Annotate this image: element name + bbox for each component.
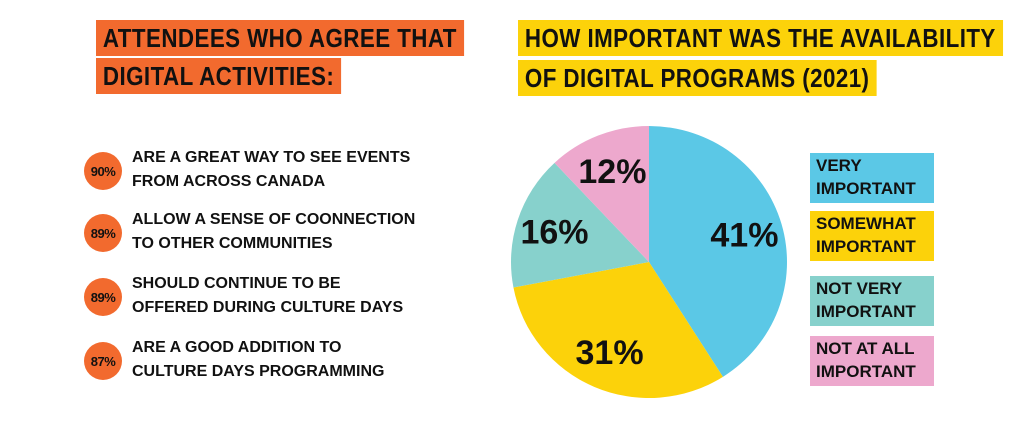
stat-text: ARE A GREAT WAY TO SEE EVENTS FROM ACROS… xyxy=(132,149,411,190)
pie-data-label: 31% xyxy=(576,334,644,372)
stat-text: ALLOW A SENSE OF COONNECTION TO OTHER CO… xyxy=(132,211,416,252)
legend-not-at-all-important: NOT AT ALL IMPORTANT xyxy=(810,336,934,386)
pie-slice-not-very-important xyxy=(511,162,649,288)
stat-percent-badge: 90% xyxy=(84,152,122,190)
pie-chart: 41% 31% 16% 12% xyxy=(511,126,787,398)
stat-text: ARE A GOOD ADDITION TO CULTURE DAYS PROG… xyxy=(132,339,385,380)
legend-somewhat-important: SOMEWHAT IMPORTANT xyxy=(810,211,934,261)
stat-item: 89% ALLOW A SENSE OF COONNECTION TO OTHE… xyxy=(84,208,484,258)
pie-data-label: 41% xyxy=(710,217,778,255)
legend-not-very-important: NOT VERY IMPORTANT xyxy=(810,276,934,326)
stat-percent-badge: 89% xyxy=(84,214,122,252)
pie-slice-somewhat-important xyxy=(513,262,723,398)
stat-item: 87% ARE A GOOD ADDITION TO CULTURE DAYS … xyxy=(84,336,484,386)
stat-item: 90% ARE A GREAT WAY TO SEE EVENTS FROM A… xyxy=(84,146,484,196)
stat-percent-badge: 89% xyxy=(84,278,122,316)
chart-title-line1: HOW IMPORTANT WAS THE AVAILABILITY xyxy=(518,20,1003,56)
stat-percent-badge: 87% xyxy=(84,342,122,380)
left-title-line1: ATTENDEES WHO AGREE THAT xyxy=(96,20,464,56)
pie-slice-not-at-all-important xyxy=(554,126,649,262)
legend-very-important: VERY IMPORTANT xyxy=(810,153,934,203)
pie-slice-very-important xyxy=(649,126,787,377)
stat-item: 89% SHOULD CONTINUE TO BE OFFERED DURING… xyxy=(84,272,484,322)
pie-data-label: 12% xyxy=(578,153,646,191)
chart-title-line2: OF DIGITAL PROGRAMS (2021) xyxy=(518,60,877,96)
left-title-line2: DIGITAL ACTIVITIES: xyxy=(96,58,342,94)
pie-data-label: 16% xyxy=(520,214,588,252)
stat-text: SHOULD CONTINUE TO BE OFFERED DURING CUL… xyxy=(132,275,404,316)
